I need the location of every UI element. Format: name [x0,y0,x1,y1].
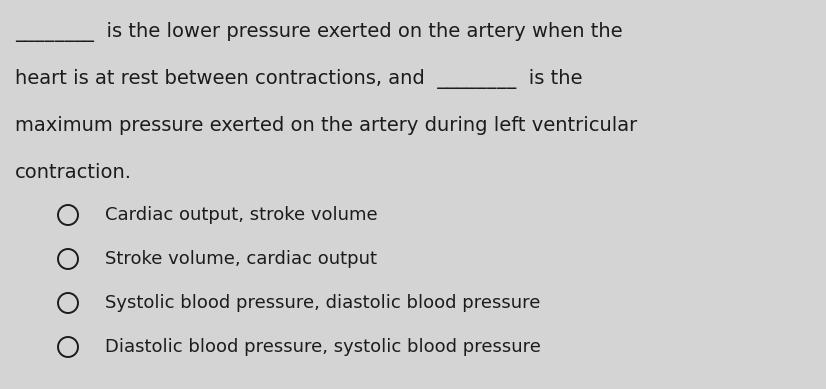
Text: Systolic blood pressure, diastolic blood pressure: Systolic blood pressure, diastolic blood… [105,294,540,312]
Text: Stroke volume, cardiac output: Stroke volume, cardiac output [105,250,377,268]
Text: Cardiac output, stroke volume: Cardiac output, stroke volume [105,206,377,224]
Text: ________  is the lower pressure exerted on the artery when the: ________ is the lower pressure exerted o… [15,22,623,42]
Text: heart is at rest between contractions, and  ________  is the: heart is at rest between contractions, a… [15,69,582,89]
Text: contraction.: contraction. [15,163,132,182]
Text: Diastolic blood pressure, systolic blood pressure: Diastolic blood pressure, systolic blood… [105,338,541,356]
Text: maximum pressure exerted on the artery during left ventricular: maximum pressure exerted on the artery d… [15,116,637,135]
